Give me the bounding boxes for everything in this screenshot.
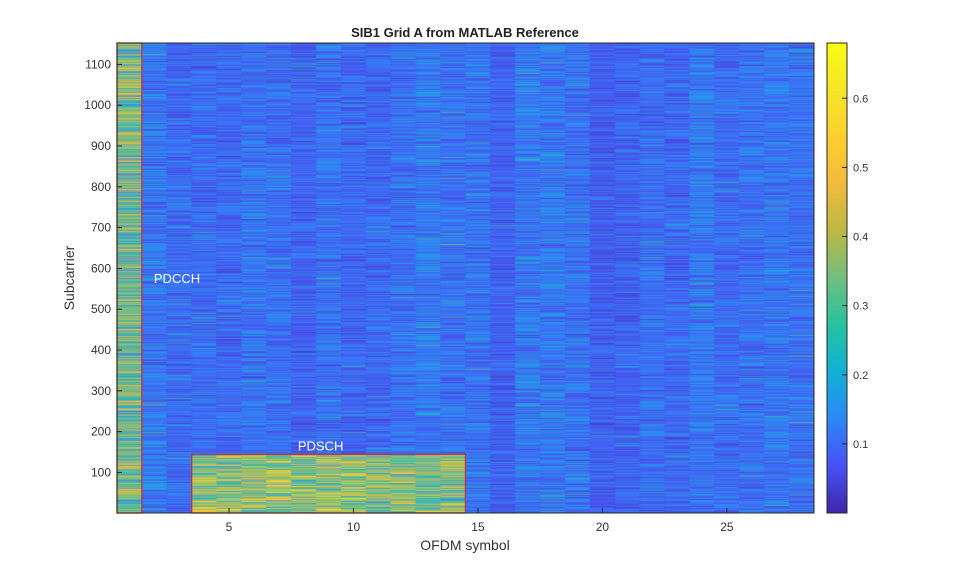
y-tick-label: 100 bbox=[91, 465, 111, 479]
y-tick-label: 700 bbox=[91, 221, 111, 235]
y-tick-label: 300 bbox=[91, 384, 111, 398]
x-tick-label: 25 bbox=[720, 520, 734, 534]
colorbar-tick-label: 0.1 bbox=[853, 439, 868, 451]
x-tick-label: 15 bbox=[471, 520, 485, 534]
heatmap-image bbox=[117, 43, 814, 513]
y-tick-label: 600 bbox=[91, 261, 111, 275]
y-tick-label: 800 bbox=[91, 180, 111, 194]
y-tick-label: 400 bbox=[91, 343, 111, 357]
colorbar bbox=[827, 43, 847, 513]
y-tick-label: 500 bbox=[91, 302, 111, 316]
x-tick-label: 20 bbox=[596, 520, 610, 534]
region-outline-pdcch bbox=[116, 42, 143, 514]
x-tick-label: 5 bbox=[226, 520, 233, 534]
colorbar-tick-label: 0.2 bbox=[853, 370, 868, 382]
y-tick-label: 1100 bbox=[85, 57, 111, 71]
colorbar-box bbox=[826, 42, 848, 514]
region-label-pdcch: PDCCH bbox=[154, 271, 200, 286]
colorbar-tick-label: 0.5 bbox=[853, 162, 868, 174]
y-tick-label: 1000 bbox=[84, 98, 111, 112]
y-tick-label: 200 bbox=[91, 425, 111, 439]
y-axis-label: Subcarrier bbox=[61, 245, 77, 310]
x-tick-label: 10 bbox=[347, 520, 361, 534]
colorbar-tick-label: 0.3 bbox=[853, 301, 868, 313]
colorbar-tick-label: 0.6 bbox=[853, 93, 868, 105]
region-label-pdsch: PDSCH bbox=[298, 438, 344, 453]
chart-title: SIB1 Grid A from MATLAB Reference bbox=[351, 25, 579, 40]
region-outline-pdsch bbox=[191, 453, 467, 514]
colorbar-tick-label: 0.4 bbox=[853, 232, 868, 244]
x-axis-label: OFDM symbol bbox=[420, 537, 509, 553]
y-tick-label: 900 bbox=[91, 139, 111, 153]
axes-box bbox=[116, 42, 815, 514]
